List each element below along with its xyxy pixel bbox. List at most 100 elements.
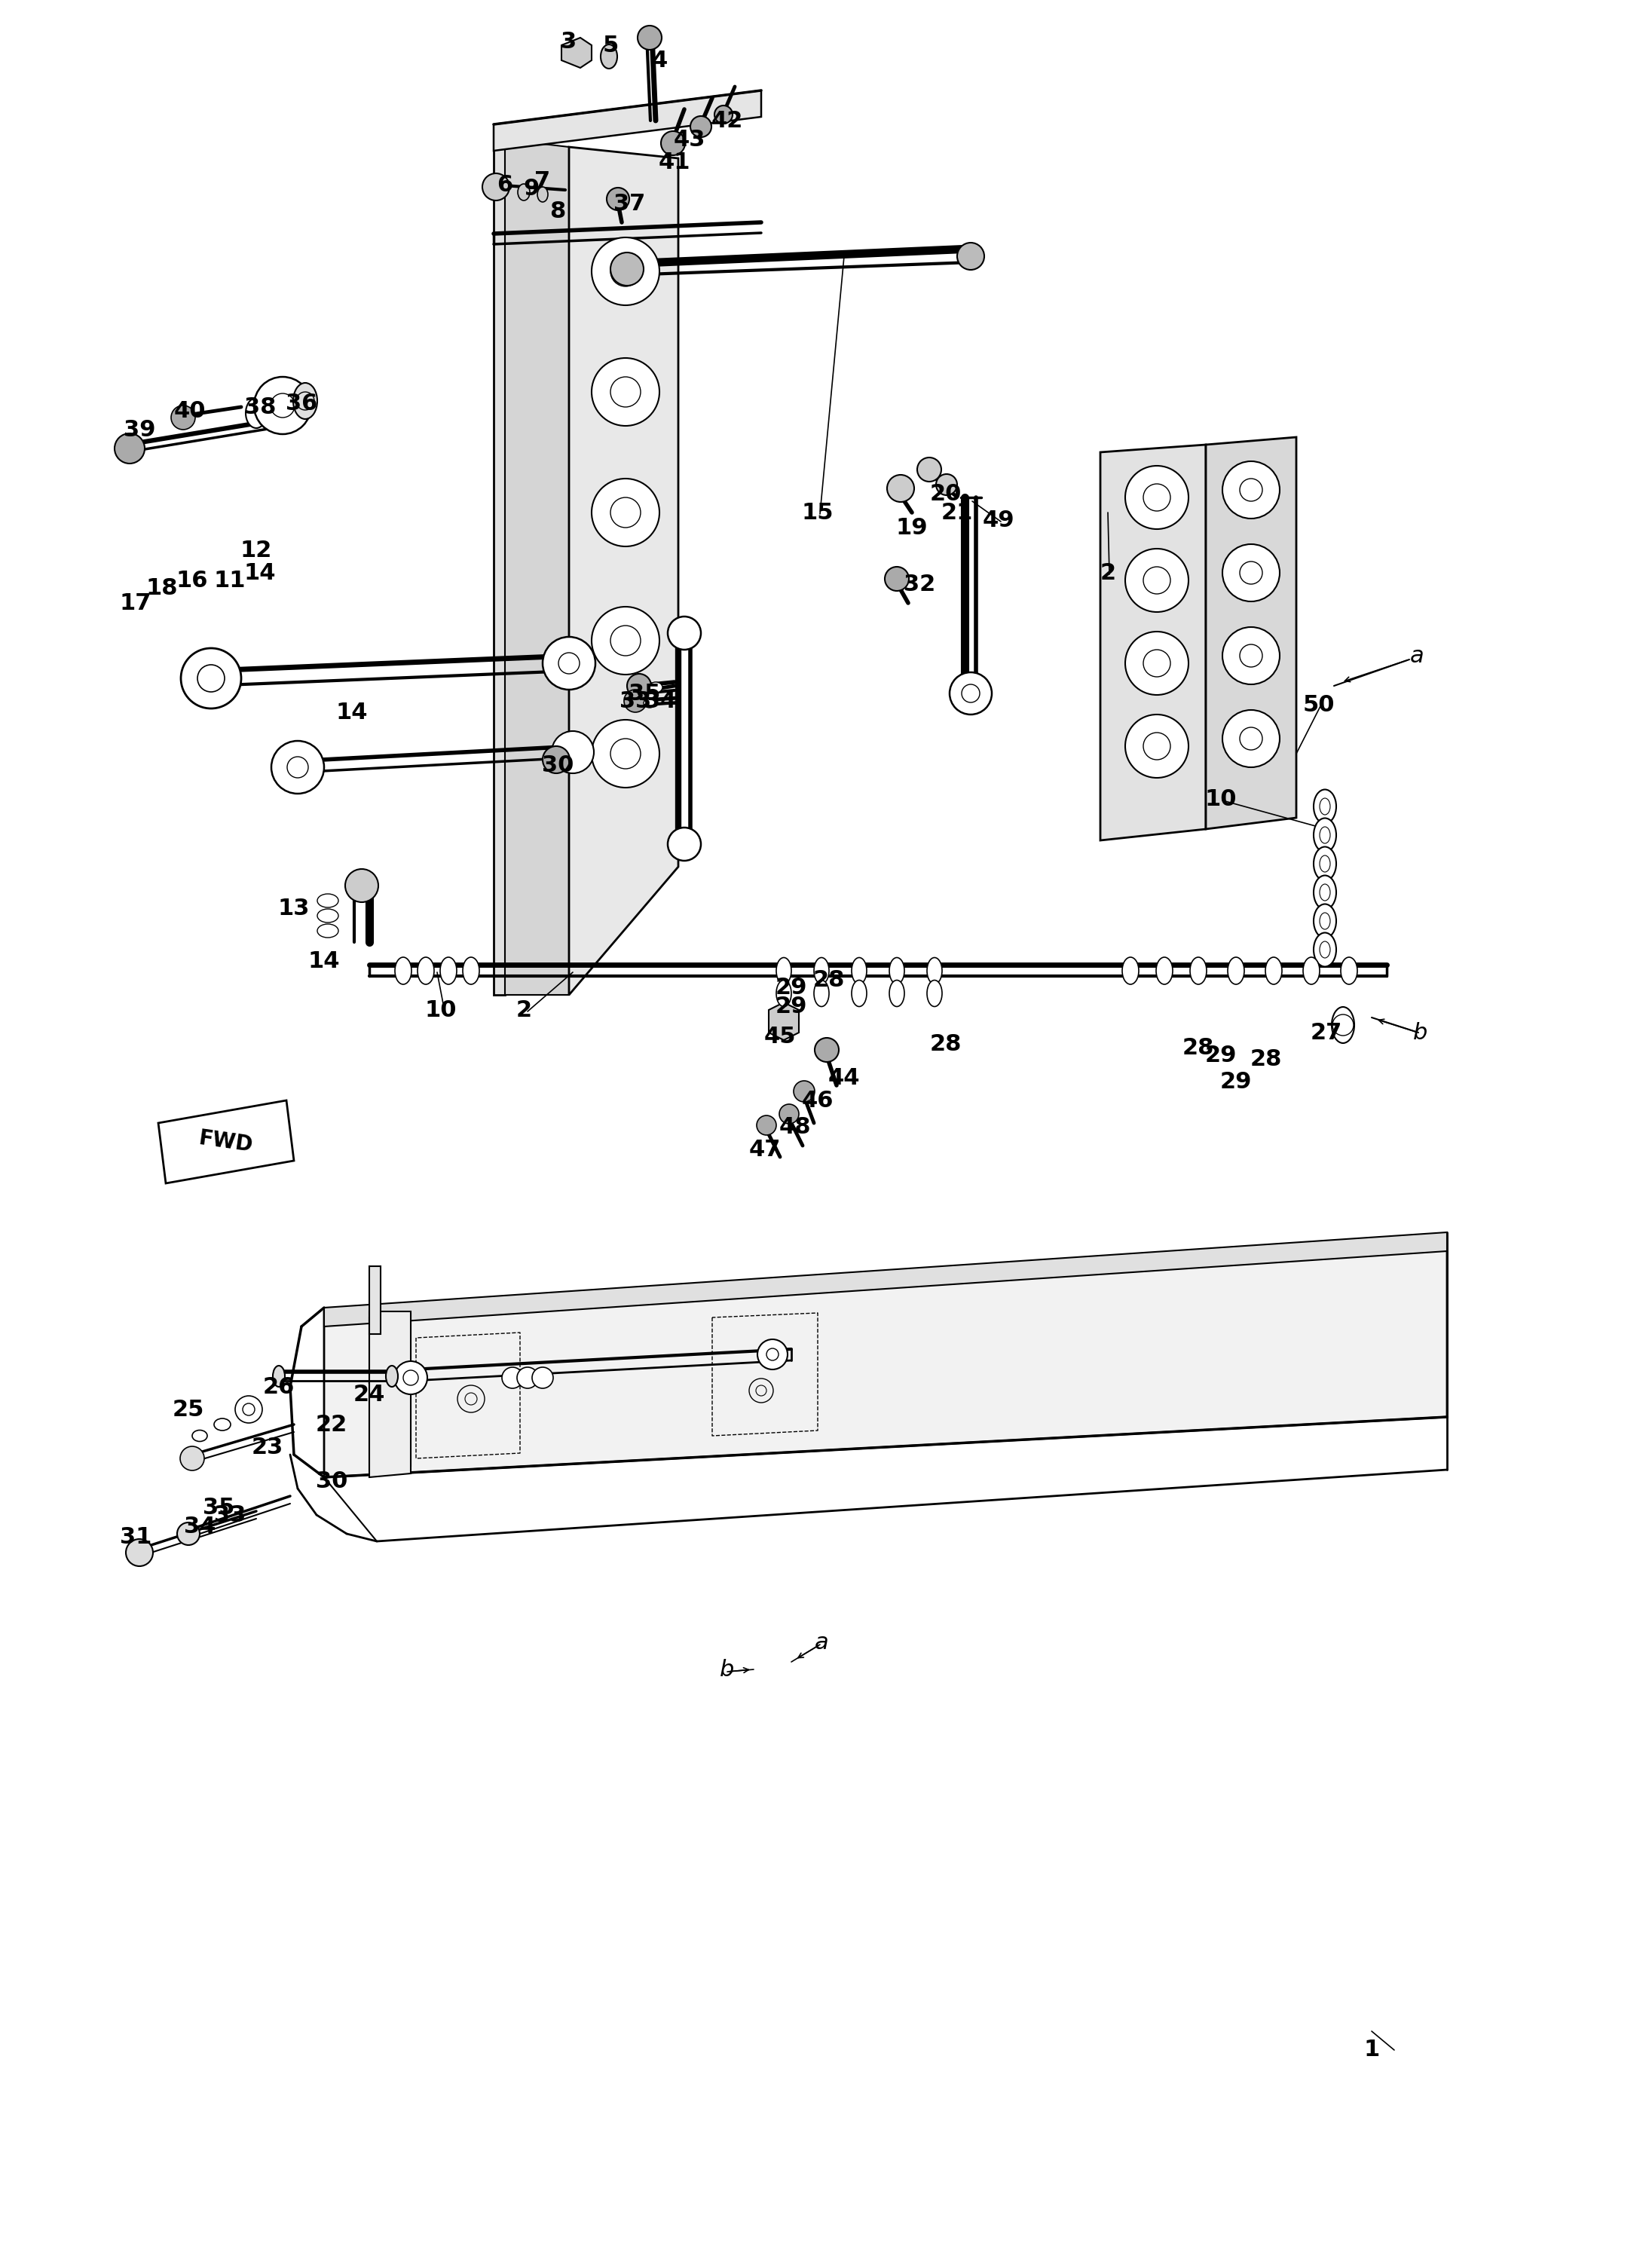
Ellipse shape — [317, 895, 339, 908]
Polygon shape — [159, 1101, 294, 1184]
Text: 49: 49 — [983, 509, 1014, 532]
Text: 7: 7 — [535, 170, 550, 193]
Text: b: b — [720, 1658, 735, 1680]
Text: 4: 4 — [651, 49, 667, 72]
Circle shape — [180, 648, 241, 709]
Ellipse shape — [1341, 958, 1358, 985]
Text: 23: 23 — [251, 1436, 284, 1458]
Text: 37: 37 — [613, 193, 646, 215]
Polygon shape — [494, 90, 762, 150]
Circle shape — [606, 188, 629, 211]
Circle shape — [1125, 467, 1188, 529]
Circle shape — [757, 1115, 776, 1135]
Circle shape — [887, 476, 914, 502]
Ellipse shape — [1313, 819, 1336, 852]
Ellipse shape — [927, 980, 942, 1007]
Circle shape — [757, 1339, 788, 1370]
Circle shape — [780, 1104, 800, 1124]
Ellipse shape — [814, 958, 829, 985]
Ellipse shape — [537, 186, 548, 202]
Ellipse shape — [215, 1418, 231, 1431]
Text: 46: 46 — [801, 1090, 834, 1110]
Polygon shape — [506, 139, 568, 996]
Text: 40: 40 — [173, 399, 206, 422]
Ellipse shape — [317, 908, 339, 922]
Circle shape — [395, 1362, 428, 1395]
Polygon shape — [494, 139, 506, 996]
Ellipse shape — [317, 924, 339, 938]
Text: 35: 35 — [203, 1496, 235, 1519]
Text: 39: 39 — [124, 419, 155, 440]
Text: 33: 33 — [215, 1505, 246, 1525]
Text: 30: 30 — [316, 1469, 347, 1492]
Text: 5: 5 — [603, 34, 618, 56]
Text: 33: 33 — [620, 691, 651, 711]
Ellipse shape — [273, 1366, 284, 1386]
Circle shape — [950, 673, 991, 716]
Circle shape — [1125, 633, 1188, 695]
Circle shape — [114, 433, 145, 464]
Text: 50: 50 — [1303, 693, 1335, 716]
Ellipse shape — [395, 958, 411, 985]
Circle shape — [611, 253, 644, 285]
Circle shape — [552, 731, 593, 774]
Ellipse shape — [418, 958, 434, 985]
Text: a: a — [814, 1633, 829, 1653]
Ellipse shape — [1156, 958, 1173, 985]
Text: 28: 28 — [930, 1034, 961, 1054]
Circle shape — [624, 689, 646, 713]
Circle shape — [957, 242, 985, 269]
Polygon shape — [370, 1312, 411, 1478]
Circle shape — [542, 747, 570, 774]
Ellipse shape — [889, 958, 904, 985]
Text: 13: 13 — [278, 897, 311, 920]
Text: 2: 2 — [515, 998, 532, 1021]
Circle shape — [345, 868, 378, 902]
Circle shape — [126, 1539, 154, 1566]
Circle shape — [793, 1081, 814, 1101]
Text: 1: 1 — [1363, 2039, 1379, 2061]
Text: 38: 38 — [244, 397, 276, 417]
Text: 9: 9 — [524, 177, 539, 200]
Ellipse shape — [776, 958, 791, 985]
Text: 22: 22 — [316, 1413, 347, 1436]
Text: 19: 19 — [895, 516, 928, 538]
Ellipse shape — [1303, 958, 1320, 985]
Circle shape — [937, 473, 957, 496]
Text: 48: 48 — [780, 1115, 811, 1137]
Ellipse shape — [649, 682, 662, 693]
Ellipse shape — [1227, 958, 1244, 985]
Text: 42: 42 — [712, 110, 743, 132]
Text: 28: 28 — [1183, 1036, 1214, 1059]
Circle shape — [254, 377, 311, 435]
Circle shape — [482, 173, 509, 200]
Text: 29: 29 — [1219, 1070, 1252, 1092]
Text: 29: 29 — [775, 976, 808, 998]
Circle shape — [661, 130, 686, 155]
Text: 12: 12 — [240, 538, 273, 561]
Text: 11: 11 — [213, 570, 246, 592]
Circle shape — [885, 567, 909, 590]
Text: 34: 34 — [183, 1516, 216, 1536]
Circle shape — [177, 1523, 200, 1545]
Text: 36: 36 — [286, 393, 317, 415]
Text: FWD: FWD — [198, 1128, 254, 1155]
Circle shape — [271, 740, 324, 794]
Circle shape — [180, 1447, 205, 1471]
Text: 10: 10 — [425, 998, 458, 1021]
Text: 34: 34 — [644, 691, 676, 711]
Text: 14: 14 — [244, 563, 276, 583]
Text: 28: 28 — [1251, 1047, 1282, 1070]
Ellipse shape — [1313, 904, 1336, 938]
Circle shape — [542, 637, 595, 689]
Ellipse shape — [1313, 848, 1336, 881]
Ellipse shape — [1332, 1007, 1355, 1043]
Text: 43: 43 — [674, 128, 705, 150]
Text: 25: 25 — [172, 1397, 205, 1420]
Ellipse shape — [644, 698, 656, 709]
Text: 45: 45 — [763, 1025, 796, 1047]
Ellipse shape — [1313, 875, 1336, 908]
Circle shape — [667, 617, 700, 650]
Circle shape — [532, 1368, 553, 1388]
Ellipse shape — [852, 980, 867, 1007]
